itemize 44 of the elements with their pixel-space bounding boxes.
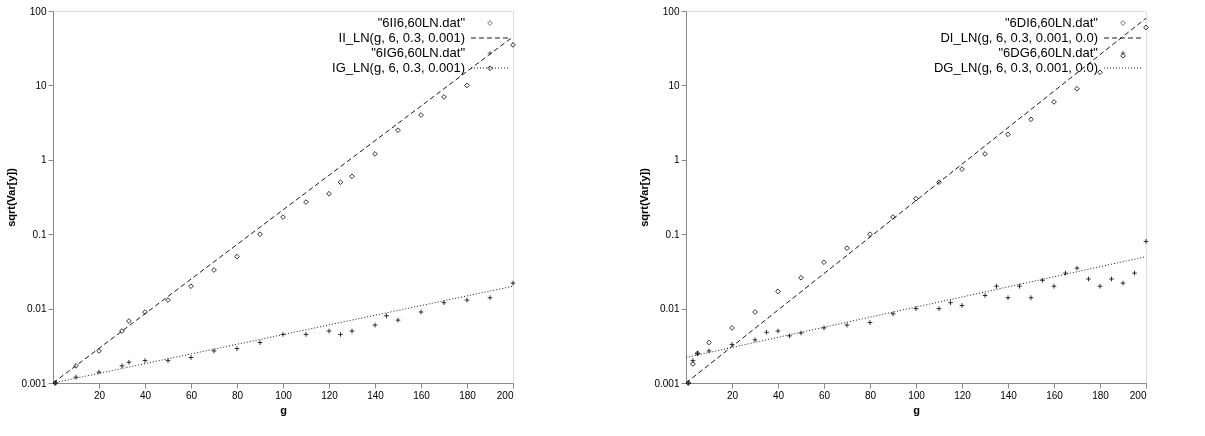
legend-label: "6DI6,60LN.dat" [1004, 15, 1099, 30]
y-tick-label: 0.001 [21, 377, 47, 389]
y-axis-title: sqrt(Var[y]) [638, 167, 651, 227]
y-tick-label: 100 [29, 5, 47, 17]
x-tick-label: 200 [1129, 389, 1147, 401]
x-tick-label: 140 [1000, 389, 1018, 401]
legend-label: IG_LN(g, 6, 0.3, 0.001) [332, 60, 465, 75]
x-tick-label: 120 [321, 389, 339, 401]
x-tick-label: 80 [864, 389, 877, 401]
x-tick-label: 160 [413, 389, 431, 401]
x-tick-label: 40 [139, 389, 152, 401]
x-tick-label: 180 [1092, 389, 1110, 401]
y-tick-label: 100 [662, 5, 680, 17]
legend-label: II_LN(g, 6, 0.3, 0.001) [338, 30, 465, 45]
y-tick-label: 10 [668, 79, 680, 91]
x-tick-label: 200 [496, 389, 514, 401]
legend-label: "6IG6,60LN.dat" [371, 45, 466, 60]
x-tick-label: 120 [954, 389, 972, 401]
x-tick-label: 60 [818, 389, 831, 401]
x-tick-label: 100 [275, 389, 293, 401]
x-tick-label: 20 [726, 389, 739, 401]
y-tick-label: 0.01 [27, 303, 47, 315]
legend-label: "6II6,60LN.dat" [377, 15, 466, 30]
x-tick-label: 140 [367, 389, 385, 401]
x-tick-label: 60 [185, 389, 198, 401]
legend-label: "6DG6,60LN.dat" [998, 45, 1099, 60]
y-tick-label: 0.1 [32, 228, 47, 240]
x-tick-label: 40 [772, 389, 785, 401]
y-tick-label: 0.01 [660, 303, 680, 315]
x-axis-title: g [280, 403, 287, 416]
y-tick-label: 0.1 [665, 228, 680, 240]
x-tick-label: 80 [231, 389, 244, 401]
y-tick-label: 10 [35, 79, 47, 91]
x-tick-label: 180 [459, 389, 477, 401]
x-tick-label: 160 [1046, 389, 1064, 401]
y-tick-label: 1 [673, 154, 680, 166]
y-tick-label: 0.001 [654, 377, 680, 389]
legend-label: DG_LN(g, 6, 0.3, 0.001, 0.0) [933, 60, 1098, 75]
y-tick-label: 1 [40, 154, 47, 166]
x-tick-label: 100 [908, 389, 926, 401]
x-tick-label: 20 [93, 389, 106, 401]
legend-label: DI_LN(g, 6, 0.3, 0.001, 0.0) [940, 30, 1098, 45]
x-axis-title: g [913, 403, 920, 416]
y-axis-title: sqrt(Var[y]) [5, 167, 18, 227]
